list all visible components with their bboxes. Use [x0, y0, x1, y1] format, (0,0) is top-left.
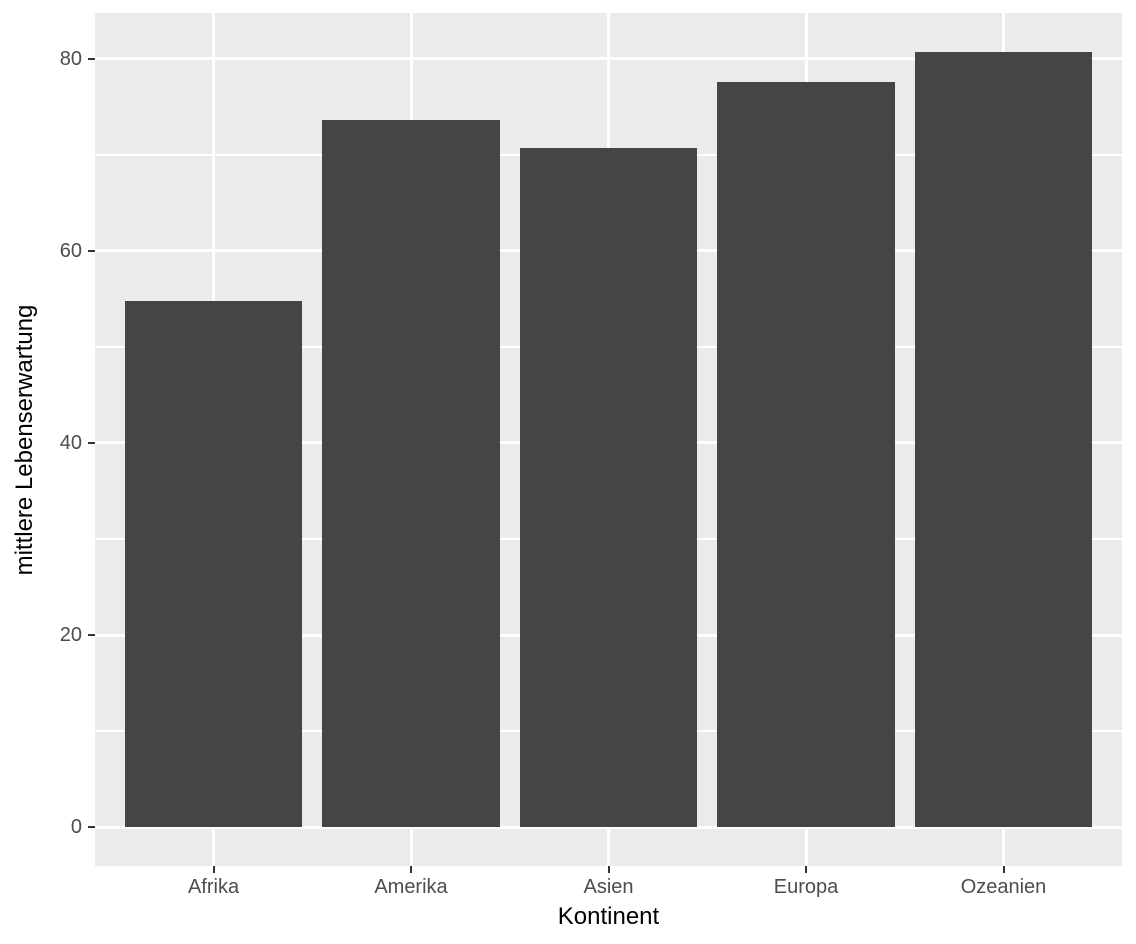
- bar-asien: [519, 148, 698, 828]
- bar-afrika: [124, 300, 303, 828]
- y-tick-label-80: 80: [59, 47, 82, 70]
- y-axis-title: mittlere Lebenserwartung: [11, 304, 38, 576]
- plot-panel: [95, 13, 1122, 866]
- y-tick-mark-80: [88, 57, 95, 60]
- y-tick-label-40: 40: [59, 431, 82, 454]
- x-tick-label-europa: Europa: [773, 876, 839, 898]
- bar-ozeanien: [914, 51, 1093, 828]
- y-tick-mark-0: [88, 826, 95, 829]
- x-tick-label-asien: Asien: [583, 876, 634, 898]
- x-axis-title: Kontinent: [557, 903, 660, 930]
- bar-europa: [717, 81, 895, 828]
- x-tick-mark-afrika: [212, 866, 215, 873]
- y-tick-mark-40: [88, 441, 95, 444]
- x-tick-mark-europa: [805, 866, 807, 873]
- x-tick-mark-asien: [607, 866, 610, 873]
- x-tick-label-afrika: Afrika: [187, 876, 240, 898]
- y-tick-mark-60: [88, 249, 95, 252]
- y-tick-mark-20: [88, 634, 95, 637]
- bar-amerika: [322, 120, 500, 828]
- x-tick-label-amerika: Amerika: [374, 876, 448, 898]
- x-tick-mark-ozeanien: [1002, 866, 1005, 873]
- y-tick-label-20: 20: [59, 624, 82, 647]
- y-tick-label-0: 0: [70, 816, 82, 839]
- y-tick-label-60: 60: [59, 239, 82, 262]
- x-tick-mark-amerika: [410, 866, 412, 873]
- x-tick-label-ozeanien: Ozeanien: [960, 876, 1047, 898]
